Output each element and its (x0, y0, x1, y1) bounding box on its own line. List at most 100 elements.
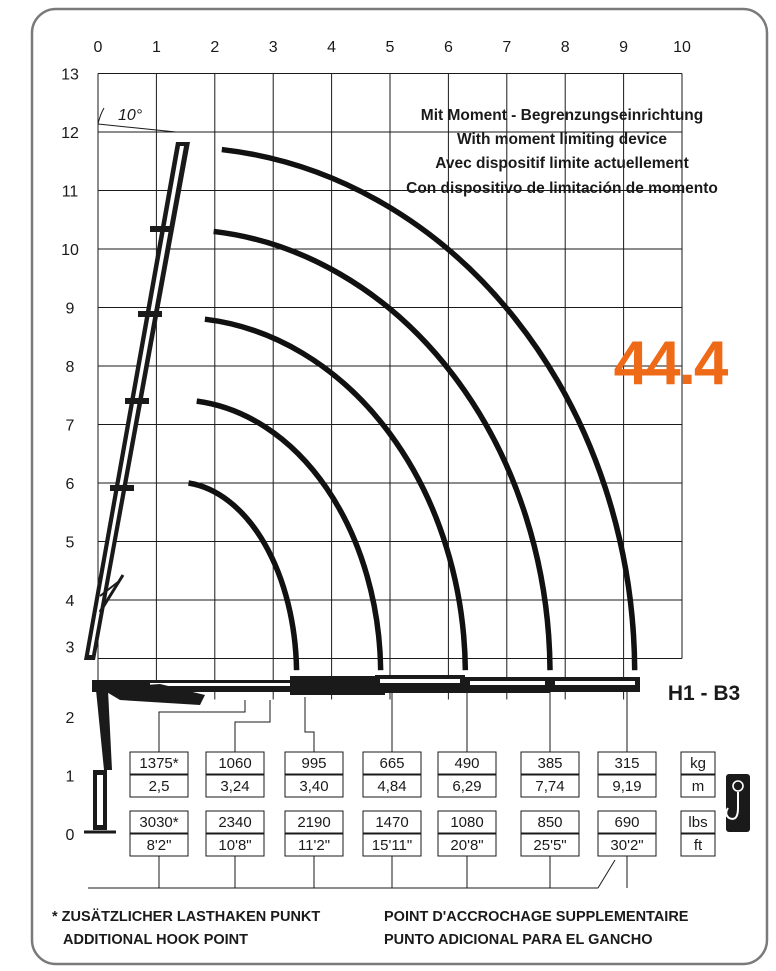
diagram-frame (30, 7, 769, 966)
reach-m-cell-box (362, 774, 422, 798)
load-lbs-cell-box (284, 810, 344, 834)
load-lbs-cell-box (205, 810, 265, 834)
reach-ft-cell-box (437, 833, 497, 857)
load-lbs-cell: 3030* (139, 814, 178, 831)
reach-ft-cell-box (520, 833, 580, 857)
reach-m-cell-box (437, 774, 497, 798)
y-tick-label: 4 (66, 593, 75, 610)
load-lbs-cell: 1080 (450, 814, 483, 831)
load-lbs-cell-box (520, 810, 580, 834)
load-lbs-cell: 2340 (218, 814, 251, 831)
angle-arc (97, 107, 105, 125)
raised-boom (84, 142, 190, 660)
reach-arc (204, 316, 469, 671)
reach-m-cell: 3,40 (299, 778, 328, 795)
unit-kg-cell: kg (690, 755, 706, 772)
load-kg-cell-box (520, 751, 580, 775)
reach-m-cell: 6,29 (452, 778, 481, 795)
load-kg-cell: 490 (454, 755, 479, 772)
model-number: 44.4 (614, 329, 729, 398)
x-tick-label: 5 (386, 39, 395, 56)
reach-m-cell: 9,19 (612, 778, 641, 795)
footnote-en: ADDITIONAL HOOK POINT (63, 932, 248, 948)
footnotes: * ZUSÄTZLICHER LASTHAKEN PUNKT ADDITIONA… (52, 908, 689, 948)
y-tick-label: 3 (66, 640, 75, 657)
x-tick-label: 4 (327, 39, 336, 56)
reach-arc (213, 228, 553, 671)
reach-ft-cell-box (362, 833, 422, 857)
reach-m-cell-box (284, 774, 344, 798)
reach-arc (196, 398, 384, 671)
x-tick-label: 8 (561, 39, 570, 56)
y-tick-label: 6 (66, 476, 75, 493)
reach-ft-cell-box (597, 833, 657, 857)
y-tick-label: 7 (66, 418, 75, 435)
reach-ft-cell: 8'2" (147, 837, 172, 854)
load-lbs-cell: 850 (537, 814, 562, 831)
heading-es: Con dispositivo de limitación de momento (406, 180, 718, 197)
y-tick-label: 10 (61, 242, 79, 259)
reach-m-cell: 7,74 (535, 778, 564, 795)
y-tick-label: 13 (61, 67, 79, 84)
heading-fr: Avec dispositif limite actuellement (435, 155, 689, 172)
y-tick-label: 11 (62, 184, 79, 201)
load-kg-cell-box (284, 751, 344, 775)
heading-de: Mit Moment - Begrenzungseinrichtung (421, 107, 703, 124)
unit-m-cell-box (680, 774, 716, 798)
reach-ft-cell: 30'2" (610, 837, 643, 854)
y-tick-label: 0 (66, 827, 75, 844)
load-kg-cell: 315 (614, 755, 639, 772)
reach-arcs (188, 146, 638, 671)
x-tick-label: 3 (269, 39, 278, 56)
reach-arc (188, 480, 300, 671)
load-kg-cell: 1375* (139, 755, 178, 772)
unit-lbs-cell: lbs (688, 814, 707, 831)
x-tick-label: 2 (210, 39, 219, 56)
load-kg-cell: 1060 (218, 755, 251, 772)
leader-line (304, 697, 315, 752)
model-code: H1 - B3 (668, 682, 740, 705)
y-tick-label: 9 (66, 301, 75, 318)
leader-diag (597, 859, 616, 889)
footnote-fr: POINT D'ACCROCHAGE SUPPLEMENTAIRE (384, 909, 689, 925)
load-kg-cell-box (362, 751, 422, 775)
reach-ft-cell: 15'11" (372, 837, 412, 854)
load-kg-cell-box (597, 751, 657, 775)
x-tick-label: 7 (502, 39, 511, 56)
y-tick-label: 5 (66, 535, 75, 552)
x-tick-label: 6 (444, 39, 453, 56)
leader-line (234, 700, 271, 752)
footnote-es: PUNTO ADICIONAL PARA EL GANCHO (384, 932, 653, 948)
reach-ft-cell-box (129, 833, 189, 857)
angle-mark-line (97, 123, 177, 133)
load-lbs-cell-box (129, 810, 189, 834)
reach-ft-cell: 20'8" (450, 837, 483, 854)
load-kg-cell: 665 (379, 755, 404, 772)
reach-m-cell-box (205, 774, 265, 798)
unit-ft-cell: ft (694, 837, 703, 854)
reach-ft-cell: 10'8" (218, 837, 251, 854)
unit-lbs-cell-box (680, 810, 716, 834)
y-tick-label: 12 (61, 125, 79, 142)
reach-m-cell-box (129, 774, 189, 798)
unit-m-cell: m (692, 778, 705, 795)
x-axis-ticks: 0 1 2 3 4 5 6 7 8 9 10 (94, 39, 691, 56)
reach-m-cell: 3,24 (220, 778, 249, 795)
unit-ft-cell-box (680, 833, 716, 857)
x-tick-label: 1 (152, 39, 161, 56)
load-lbs-cell-box (362, 810, 422, 834)
x-tick-label: 0 (94, 39, 103, 56)
y-tick-label: 1 (66, 769, 75, 786)
load-lbs-cell-box (597, 810, 657, 834)
reach-arc (221, 146, 638, 671)
reach-m-cell-box (597, 774, 657, 798)
load-kg-cell-box (129, 751, 189, 775)
headings: Mit Moment - Begrenzungseinrichtung With… (406, 107, 718, 197)
load-kg-cell-box (205, 751, 265, 775)
heading-en: With moment limiting device (457, 131, 667, 148)
load-lbs-cell: 2190 (297, 814, 330, 831)
reach-m-cell: 4,84 (377, 778, 406, 795)
load-kg-cell: 385 (537, 755, 562, 772)
